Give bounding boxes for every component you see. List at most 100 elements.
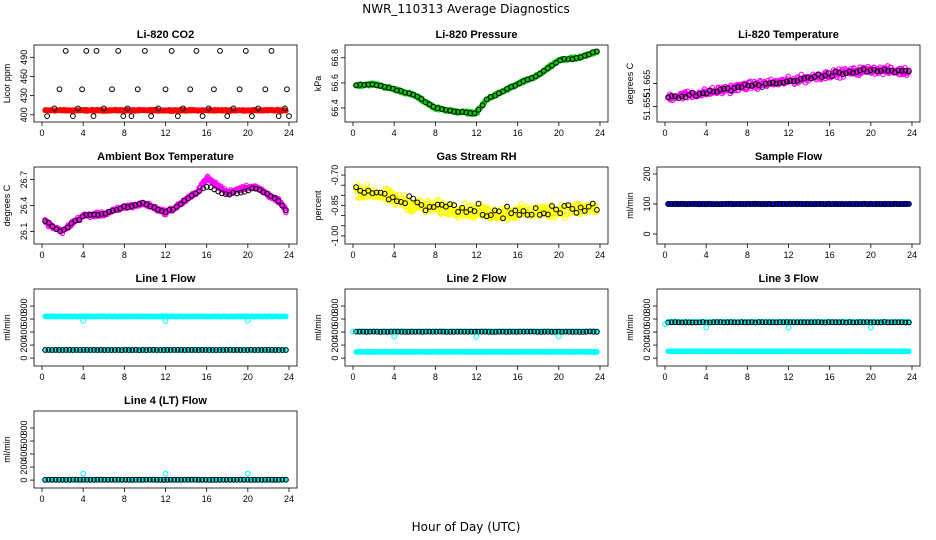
y-tick-label: 490 — [19, 50, 29, 65]
data-point — [843, 201, 849, 207]
data-point — [63, 347, 69, 353]
data-point — [463, 209, 470, 216]
data-point — [895, 67, 902, 74]
data-point — [762, 80, 769, 87]
data-point — [536, 70, 543, 77]
y-tick-label: -0.85 — [330, 195, 340, 216]
data-point — [520, 208, 527, 214]
data-point — [262, 347, 268, 353]
data-point — [136, 201, 143, 207]
data-point — [142, 48, 148, 54]
data-point — [463, 109, 470, 116]
x-tick-label: 8 — [745, 250, 750, 260]
data-point — [443, 107, 449, 113]
y-tick-label: 66.6 — [330, 74, 340, 92]
data-point — [703, 201, 710, 208]
data-point — [42, 347, 48, 353]
data-point — [410, 195, 417, 202]
series-10-sec-averages — [353, 181, 600, 223]
x-tick-label: 4 — [704, 128, 709, 138]
data-point — [527, 328, 534, 335]
data-point — [193, 48, 200, 54]
data-point — [589, 200, 596, 207]
data-point — [268, 48, 275, 54]
data-point — [776, 200, 783, 207]
data-point — [262, 86, 269, 93]
data-point — [170, 206, 176, 213]
x-tick-label: 12 — [783, 372, 793, 382]
data-point — [62, 48, 69, 54]
data-point — [531, 328, 537, 335]
data-point — [158, 208, 165, 214]
data-point — [724, 201, 731, 207]
x-tick-label: 12 — [160, 372, 170, 382]
data-point — [94, 347, 101, 353]
data-point — [271, 195, 278, 202]
data-point — [797, 201, 804, 208]
data-point — [101, 347, 108, 353]
data-point — [696, 91, 703, 97]
data-point — [120, 113, 127, 119]
data-point — [124, 105, 131, 112]
data-point — [353, 328, 360, 335]
data-point — [119, 347, 125, 354]
data-point — [121, 203, 127, 210]
data-point — [106, 208, 112, 215]
data-point — [714, 201, 720, 208]
data-point — [580, 329, 586, 335]
data-point — [356, 328, 363, 335]
data-point — [430, 328, 436, 335]
data-point — [728, 87, 734, 94]
data-point — [199, 113, 206, 119]
data-point — [162, 86, 169, 93]
data-point — [367, 328, 373, 335]
y-tick-label: 800 — [642, 299, 652, 314]
data-point — [689, 201, 696, 207]
data-point — [249, 113, 255, 119]
data-point — [561, 203, 568, 209]
data-point — [49, 223, 56, 230]
data-point — [721, 86, 727, 92]
data-point — [174, 347, 181, 353]
data-point — [846, 68, 853, 75]
data-point — [147, 203, 154, 210]
x-tick-label: 20 — [866, 128, 876, 138]
data-point — [668, 201, 675, 208]
data-point — [871, 201, 877, 208]
data-point — [171, 347, 178, 353]
data-point — [162, 318, 169, 324]
data-point — [475, 200, 482, 207]
x-tick-label: 8 — [745, 372, 750, 382]
data-point — [836, 201, 842, 207]
data-point — [200, 185, 207, 192]
data-point — [471, 208, 478, 215]
data-point — [867, 201, 874, 207]
data-point — [414, 199, 421, 206]
data-point — [223, 347, 230, 353]
data-point — [825, 200, 832, 207]
data-point — [414, 93, 421, 100]
data-point — [562, 328, 569, 335]
data-point — [496, 328, 503, 335]
y-tick-label: 460 — [19, 69, 29, 84]
x-tick-label: 8 — [433, 372, 438, 382]
data-point — [219, 190, 225, 197]
data-point — [405, 328, 412, 335]
data-point — [864, 201, 870, 208]
data-point — [374, 328, 380, 335]
y-axis-label: degrees C — [2, 184, 12, 226]
data-point — [364, 181, 370, 187]
data-point — [251, 347, 258, 353]
data-point — [196, 188, 203, 194]
data-point — [91, 347, 97, 353]
data-point — [76, 216, 82, 223]
data-point — [485, 328, 492, 335]
data-point — [411, 206, 418, 213]
data-point — [557, 210, 564, 217]
data-point — [381, 84, 388, 90]
data-point — [132, 202, 139, 208]
data-point — [44, 113, 50, 119]
x-tick-label: 16 — [825, 250, 835, 260]
data-point — [83, 212, 90, 218]
